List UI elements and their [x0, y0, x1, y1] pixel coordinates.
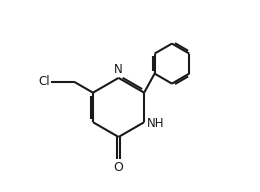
- Text: NH: NH: [147, 117, 165, 130]
- Text: N: N: [114, 63, 123, 76]
- Text: Cl: Cl: [38, 75, 50, 88]
- Text: O: O: [114, 161, 124, 174]
